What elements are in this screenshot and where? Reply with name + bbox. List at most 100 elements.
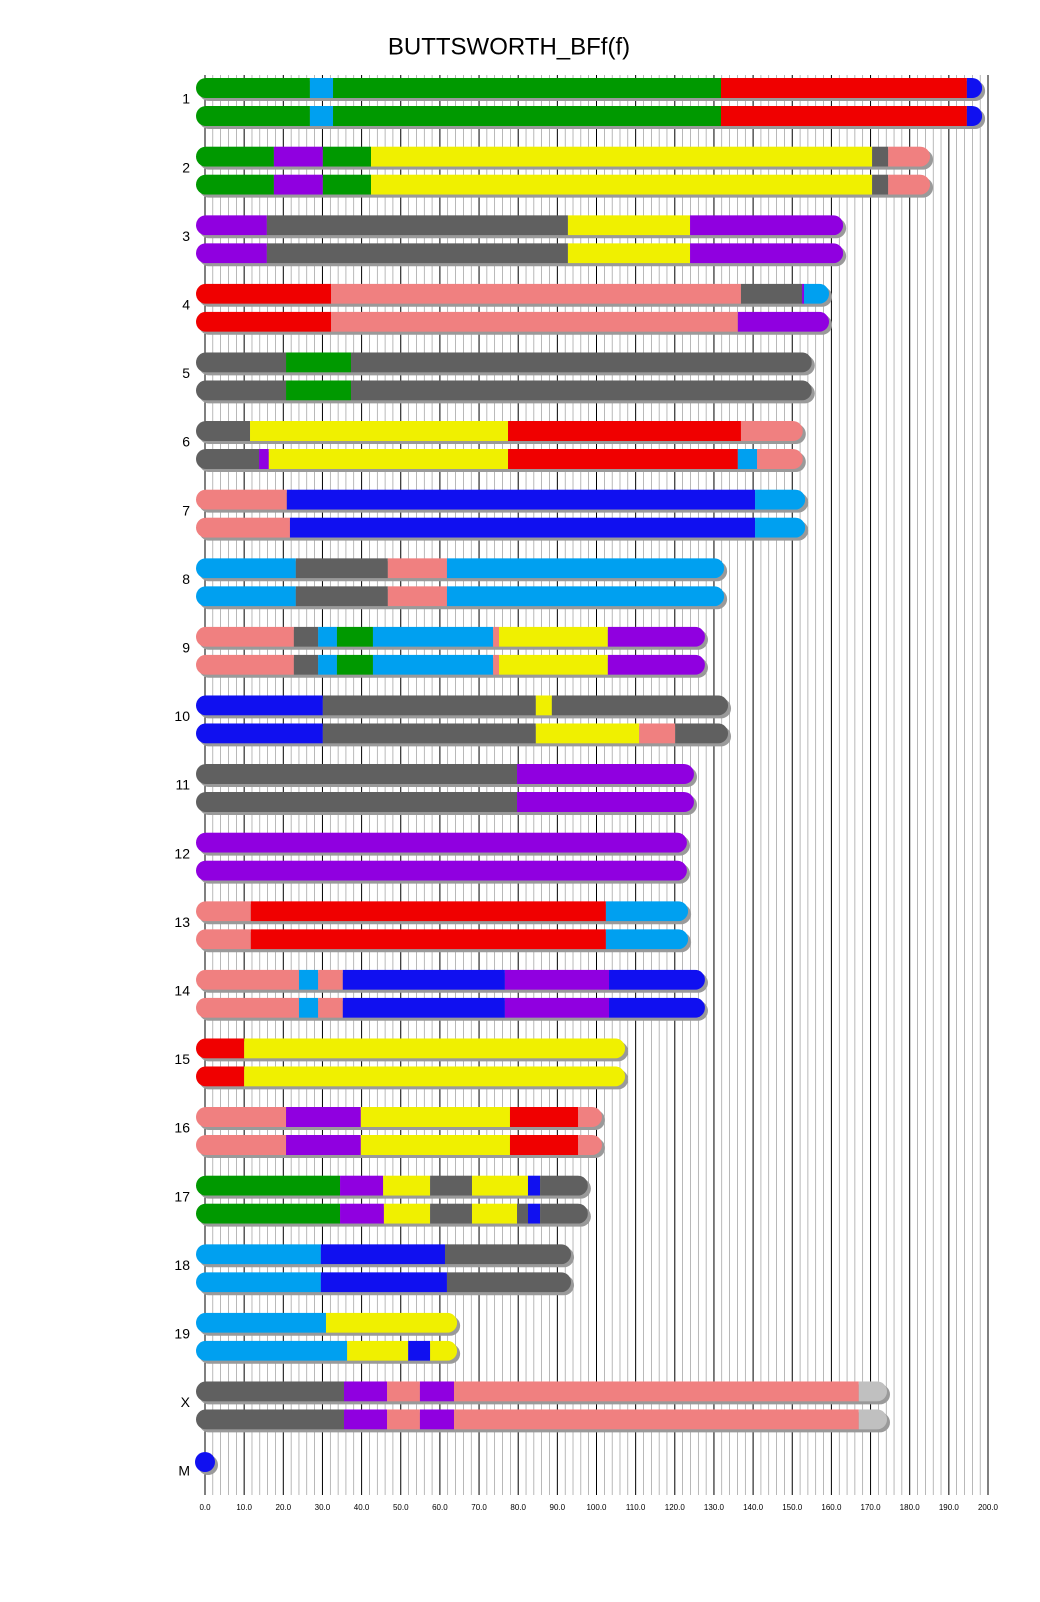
chromosome-label: 17 xyxy=(174,1188,190,1204)
segment xyxy=(196,311,332,332)
segment xyxy=(430,1203,473,1224)
segment xyxy=(535,695,552,716)
segment xyxy=(408,1340,431,1361)
segment xyxy=(446,558,725,579)
segment xyxy=(966,106,983,126)
chromosome-label: 9 xyxy=(182,640,190,656)
haplotype xyxy=(196,764,694,784)
chromosome-label: 4 xyxy=(182,297,190,313)
chromosome-label: 10 xyxy=(174,708,190,724)
haplotype xyxy=(196,1340,458,1361)
segment xyxy=(755,489,806,510)
segment xyxy=(383,1175,431,1196)
segment xyxy=(383,1203,431,1224)
x-tick-label: 70.0 xyxy=(471,1503,487,1512)
segment xyxy=(360,1135,510,1155)
segment xyxy=(196,901,251,922)
segment xyxy=(675,723,729,744)
haplotype xyxy=(196,1272,572,1293)
segment xyxy=(286,1135,361,1155)
segment xyxy=(196,1312,326,1333)
segment xyxy=(196,626,294,647)
segment xyxy=(347,1340,409,1361)
segment xyxy=(336,626,373,647)
x-tick-label: 110.0 xyxy=(626,1503,646,1512)
segment xyxy=(370,146,873,167)
segment xyxy=(196,832,687,853)
segment xyxy=(196,654,294,675)
segment xyxy=(740,421,803,441)
segment xyxy=(309,106,334,126)
segment xyxy=(196,283,332,304)
segment xyxy=(504,997,610,1018)
segment xyxy=(755,517,806,538)
segment xyxy=(888,146,931,167)
segment xyxy=(196,997,299,1018)
segment xyxy=(322,174,371,195)
haplotype xyxy=(196,792,694,812)
segment xyxy=(343,1409,388,1430)
segment xyxy=(508,449,738,469)
segment xyxy=(196,695,323,716)
segment xyxy=(196,1203,341,1224)
segment xyxy=(196,106,310,126)
segment xyxy=(351,380,812,401)
segment xyxy=(196,1272,321,1293)
segment xyxy=(527,1175,541,1196)
haplotype xyxy=(196,1381,887,1402)
segment xyxy=(340,1203,384,1224)
haplotype xyxy=(196,1409,887,1430)
segment xyxy=(387,558,447,579)
x-tick-label: 130.0 xyxy=(704,1503,725,1512)
segment xyxy=(196,489,287,510)
segment xyxy=(196,174,274,195)
segment xyxy=(872,174,889,195)
segment xyxy=(966,78,983,98)
haplotype xyxy=(196,1244,572,1265)
segment xyxy=(430,1175,473,1196)
segment xyxy=(858,1409,887,1430)
x-tick-label: 10.0 xyxy=(236,1503,252,1512)
x-tick-label: 20.0 xyxy=(276,1503,292,1512)
segment xyxy=(509,1107,579,1127)
segment xyxy=(370,174,873,195)
chromosome-label: 18 xyxy=(174,1257,190,1273)
segment xyxy=(196,243,267,264)
segment xyxy=(737,449,758,469)
chromosome-label: 12 xyxy=(174,845,190,861)
chromosome-label: 13 xyxy=(174,914,190,930)
haplotype xyxy=(196,449,803,469)
segment xyxy=(196,969,299,990)
segment xyxy=(493,654,500,675)
segment xyxy=(196,352,287,373)
x-tick-label: 60.0 xyxy=(432,1503,448,1512)
segment xyxy=(387,1381,420,1402)
segment xyxy=(372,626,494,647)
x-tick-label: 90.0 xyxy=(550,1503,566,1512)
segment xyxy=(578,1107,602,1127)
haplotype xyxy=(196,901,689,922)
segment xyxy=(342,969,505,990)
chromosome-label: 16 xyxy=(174,1120,190,1136)
haplotype xyxy=(196,78,983,98)
segment xyxy=(639,723,676,744)
segment xyxy=(293,654,319,675)
haplotype xyxy=(196,1107,602,1127)
segment xyxy=(446,586,725,607)
segment xyxy=(607,626,705,647)
segment xyxy=(720,78,967,98)
segment xyxy=(196,380,287,401)
haplotype xyxy=(196,243,844,264)
x-tick-label: 190.0 xyxy=(939,1503,960,1512)
x-tick-label: 140.0 xyxy=(743,1503,764,1512)
haplotype xyxy=(196,1038,626,1059)
segment xyxy=(322,695,536,716)
segment xyxy=(540,1203,588,1224)
haplotype xyxy=(196,558,725,579)
x-tick-label: 180.0 xyxy=(900,1503,921,1512)
segment xyxy=(419,1409,454,1430)
segment xyxy=(340,1175,384,1196)
segment xyxy=(430,1340,458,1361)
chromosome-label: 5 xyxy=(182,365,190,381)
